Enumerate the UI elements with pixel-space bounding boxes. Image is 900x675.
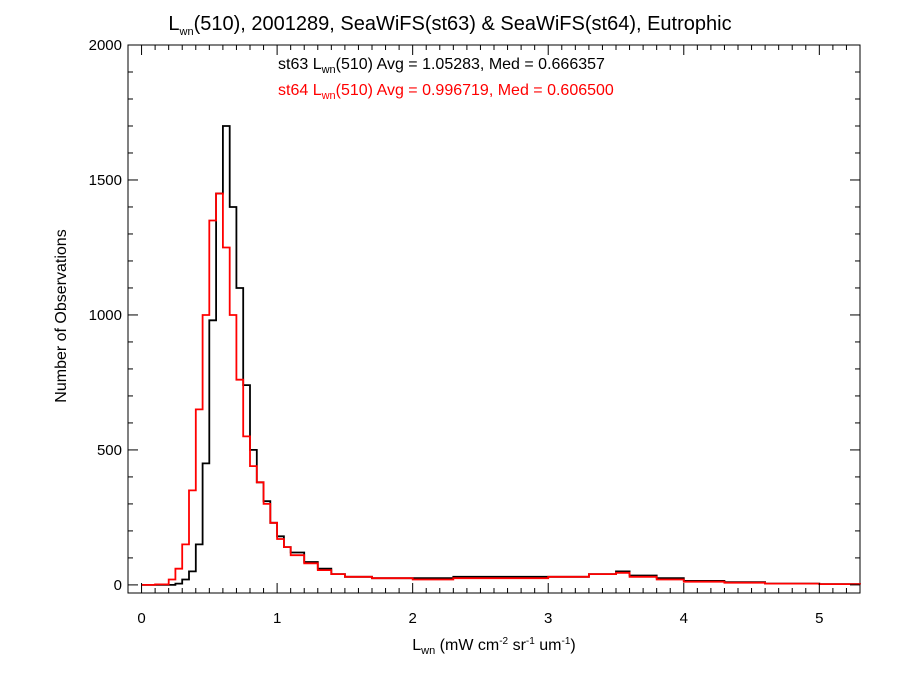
y-tick-label: 0 [114,577,122,594]
x-tick-label: 0 [137,610,145,627]
x-axis-label: Lwn (mW cm-2 sr-1 um-1) [412,636,575,657]
y-tick-label: 1000 [89,307,122,324]
plot-area: 0 1 2 3 4 5 0 500 1000 1500 2000 [89,37,861,627]
x-tick-label: 2 [408,610,416,627]
x-tick-label: 3 [544,610,552,627]
y-axis-ticks: 0 500 1000 1500 2000 [89,37,860,594]
x-tick-label: 1 [273,610,281,627]
x-axis-ticks: 0 1 2 3 4 5 [127,45,861,627]
series-line-st64 [141,192,861,586]
y-tick-label: 2000 [89,37,122,54]
legend-entry-st64: st64 Lwn(510) Avg = 0.996719, Med = 0.60… [278,82,614,102]
y-axis-label: Number of Observations [53,229,70,402]
x-tick-label: 5 [815,610,823,627]
chart-title: Lwn(510), 2001289, SeaWiFS(st63) & SeaWi… [168,13,731,38]
y-tick-label: 1500 [89,172,122,189]
series-group [141,125,861,586]
x-tick-label: 4 [680,610,688,627]
y-tick-label: 500 [97,442,122,459]
legend-entry-st63: st63 Lwn(510) Avg = 1.05283, Med = 0.666… [278,56,605,76]
